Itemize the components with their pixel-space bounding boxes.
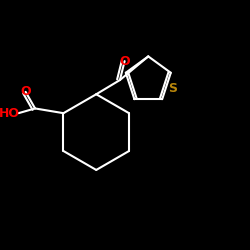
Text: S: S xyxy=(168,82,177,94)
Text: HO: HO xyxy=(0,107,20,120)
Text: O: O xyxy=(119,55,130,68)
Text: O: O xyxy=(20,86,31,98)
